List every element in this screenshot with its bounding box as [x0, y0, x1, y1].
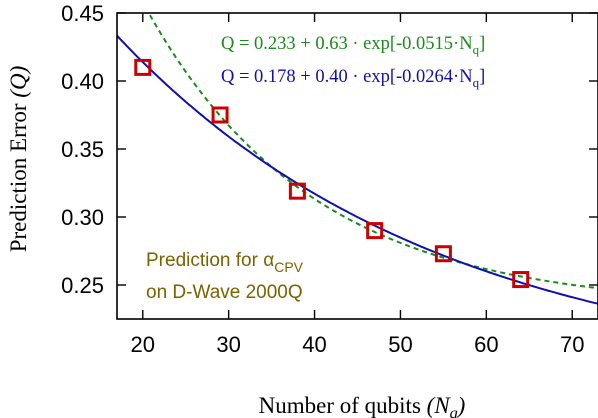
x-tick-label: 30: [216, 332, 240, 357]
x-axis-title: Number of qubits (Nq): [259, 393, 466, 418]
fit-curve-blue: [117, 34, 598, 305]
annotation-line1: Prediction for αCPV: [146, 250, 304, 275]
y-axis-title: Prediction Error (Q): [6, 66, 31, 253]
green-fit-label: Q = 0.233 + 0.63 · exp[-0.0515·Nq]: [221, 34, 485, 57]
blue-fit-label: Q = 0.178 + 0.40 · exp[-0.0264·Nq]: [221, 67, 485, 90]
x-tick-label: 70: [560, 332, 584, 357]
data-point-5: [512, 271, 530, 289]
data-point-1: [211, 106, 229, 124]
curves-layer: [117, 13, 598, 305]
data-point-2: [288, 182, 306, 200]
x-tick-label: 20: [131, 332, 155, 357]
x-tick-label: 50: [388, 332, 412, 357]
x-tick-label: 40: [302, 332, 326, 357]
y-tick-label: 0.30: [61, 205, 104, 230]
y-tick-label: 0.25: [61, 273, 104, 298]
data-point-4: [434, 245, 452, 263]
y-tick-label: 0.45: [61, 1, 104, 26]
plot-frame: [116, 12, 598, 320]
markers-layer: [134, 58, 530, 289]
data-point-0: [134, 58, 152, 76]
y-tick-label: 0.40: [61, 69, 104, 94]
ticks-layer: 20 30 40 50 60 70 0.25 0.30 0.35 0.40 0.45: [61, 1, 598, 357]
fit-curve-green: [147, 13, 598, 290]
data-point-3: [366, 222, 384, 240]
annotation-line2: on D-Wave 2000Q: [146, 282, 303, 303]
x-tick-label: 60: [474, 332, 498, 357]
y-tick-label: 0.35: [61, 137, 104, 162]
